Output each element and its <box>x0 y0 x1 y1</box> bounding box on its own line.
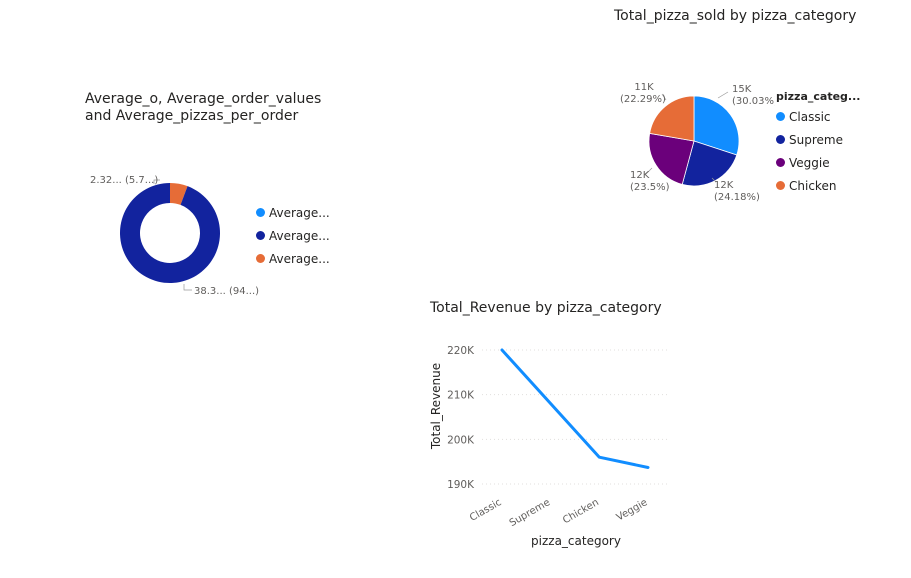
donut-label-large: 38.3... (94...) <box>194 286 259 297</box>
pie-chart[interactable]: 15K(30.03%)12K(24.18%)12K(23.5%)11K(22.2… <box>590 70 775 220</box>
line-ytick-label: 190K <box>447 479 475 491</box>
pie-slice-veggie <box>648 132 695 185</box>
line-xtick-label: Classic <box>468 497 503 524</box>
line-ytick-label: 210K <box>447 390 475 402</box>
donut-leader-line <box>153 179 160 184</box>
line-chart-title: Total_Revenue by pizza_category <box>430 300 662 316</box>
legend-dot-icon <box>776 158 785 167</box>
pie-legend-item-chicken[interactable]: Chicken <box>776 174 860 197</box>
line-xtick-label: Supreme <box>508 497 552 529</box>
pie-leader-line <box>717 91 729 99</box>
pie-slice-supreme <box>681 140 738 187</box>
pie-label-pct: (22.29%) <box>620 94 666 105</box>
legend-dot-icon <box>776 135 785 144</box>
pie-slice-chicken <box>649 95 695 142</box>
donut-legend-item[interactable]: Average... <box>256 201 330 224</box>
pie-legend-item-classic[interactable]: Classic <box>776 105 860 128</box>
pie-leader-line <box>711 177 717 183</box>
donut-chart[interactable]: 2.32... (5.7...) 38.3... (94...) <box>80 160 280 310</box>
donut-legend: Average... Average... Average... <box>256 201 330 270</box>
pie-legend: pizza_categ... Classic Supreme Veggie Ch… <box>776 90 860 197</box>
pie-label-value: 12K <box>714 180 734 191</box>
line-ytick-label: 220K <box>447 345 475 357</box>
line-xtick-label: Veggie <box>615 497 650 523</box>
legend-dot-icon <box>776 181 785 190</box>
legend-dot-icon <box>256 254 265 263</box>
line-x-axis-title: pizza_category <box>531 534 621 548</box>
legend-dot-icon <box>256 231 265 240</box>
line-xtick-label: Chicken <box>561 497 601 526</box>
pie-label-value: 11K <box>634 82 654 93</box>
donut-legend-item[interactable]: Average... <box>256 224 330 247</box>
legend-dot-icon <box>776 112 785 121</box>
pie-label-value: 12K <box>630 170 650 181</box>
pie-label-value: 15K <box>732 84 752 95</box>
donut-slice <box>119 183 220 283</box>
donut-leader-line <box>183 284 192 291</box>
donut-chart-title: Average_o, Average_order_values and Aver… <box>85 91 322 124</box>
donut-slice <box>170 183 188 205</box>
pie-legend-title: pizza_categ... <box>776 90 861 103</box>
pie-legend-item-veggie[interactable]: Veggie <box>776 151 860 174</box>
pie-slice-classic <box>693 95 740 156</box>
pie-label-pct: (23.5%) <box>630 182 670 193</box>
line-y-axis-title: Total_Revenue <box>429 363 443 450</box>
donut-legend-item[interactable]: Average... <box>256 247 330 270</box>
pie-leader-line <box>645 167 653 175</box>
line-series <box>500 348 650 469</box>
pie-label-pct: (24.18%) <box>714 192 760 203</box>
pie-legend-item-supreme[interactable]: Supreme <box>776 128 860 151</box>
pie-leader-line <box>661 93 667 101</box>
legend-dot-icon <box>256 208 265 217</box>
pie-chart-title: Total_pizza_sold by pizza_category <box>614 8 857 24</box>
line-ytick-label: 200K <box>447 434 475 446</box>
line-chart[interactable]: 190K 200K 210K 220K Classic Supreme Chicken Veg… <box>420 330 690 560</box>
pie-label-pct: (30.03%) <box>732 96 775 107</box>
donut-label-small: 2.32... (5.7...) <box>90 175 158 186</box>
